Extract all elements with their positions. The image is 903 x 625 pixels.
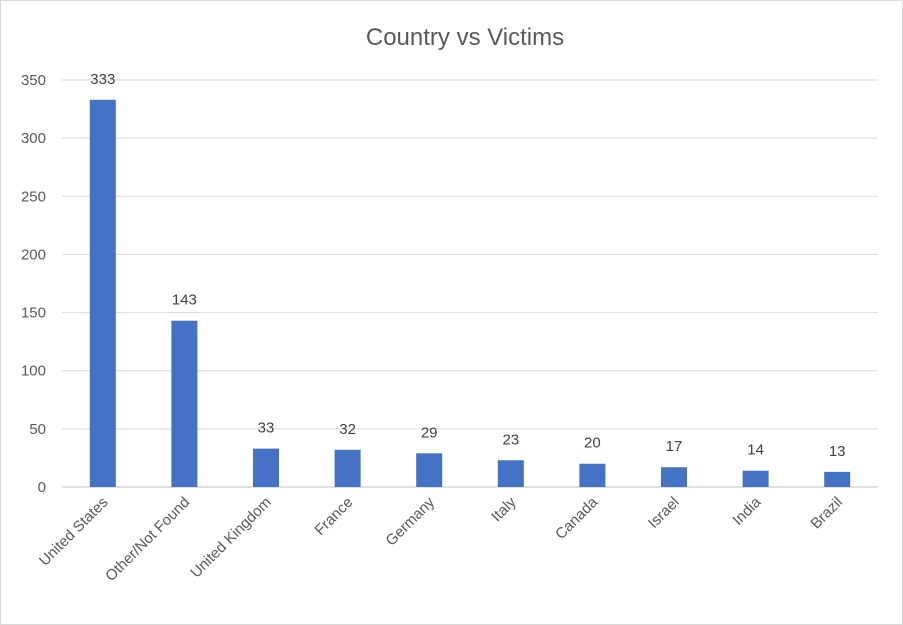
x-tick-label: Brazil — [807, 494, 846, 533]
data-labels: 333 143 33 32 29 23 20 17 14 13 — [90, 71, 845, 460]
data-label: 20 — [584, 435, 601, 452]
x-tick-label: United States — [36, 494, 112, 570]
bar — [661, 467, 687, 487]
y-tick-label: 150 — [21, 305, 46, 322]
x-tick-label: Italy — [488, 493, 520, 525]
bar — [171, 320, 198, 487]
data-label: 32 — [339, 421, 356, 438]
data-label: 17 — [666, 438, 683, 455]
y-tick-label: 50 — [29, 421, 46, 438]
y-tick-label: 300 — [21, 130, 46, 147]
x-tick-label: Other/Not Found — [102, 494, 193, 585]
data-label: 29 — [421, 424, 438, 441]
bar — [253, 448, 279, 487]
bar — [416, 453, 443, 487]
x-tick-label: Canada — [552, 493, 602, 543]
bar — [334, 449, 361, 487]
data-label: 23 — [502, 431, 519, 448]
bar — [824, 471, 851, 487]
bar — [89, 99, 116, 488]
data-label: 143 — [172, 292, 197, 309]
y-tick-label: 100 — [21, 363, 46, 380]
x-tick-label: India — [729, 493, 764, 528]
x-tick-label: United Kingdom — [187, 494, 274, 581]
y-tick-label: 350 — [21, 72, 46, 89]
data-label: 333 — [90, 71, 115, 88]
data-label: 14 — [747, 442, 764, 459]
x-tick-label: France — [311, 494, 356, 539]
bars — [89, 99, 851, 488]
data-label: 33 — [258, 420, 275, 437]
bar — [497, 460, 524, 487]
chart-title: Country vs Victims — [366, 24, 564, 51]
x-tick-label: Israel — [645, 494, 683, 532]
data-label: 13 — [829, 443, 846, 460]
bar — [742, 470, 769, 487]
y-tick-label: 200 — [21, 246, 46, 263]
y-axis-ticks: 0 50 100 150 200 250 300 350 — [21, 72, 46, 496]
y-tick-label: 0 — [38, 479, 46, 496]
bar — [579, 463, 606, 487]
y-tick-label: 250 — [21, 188, 46, 205]
gridlines — [62, 79, 878, 488]
x-tick-label: Germany — [382, 493, 438, 549]
